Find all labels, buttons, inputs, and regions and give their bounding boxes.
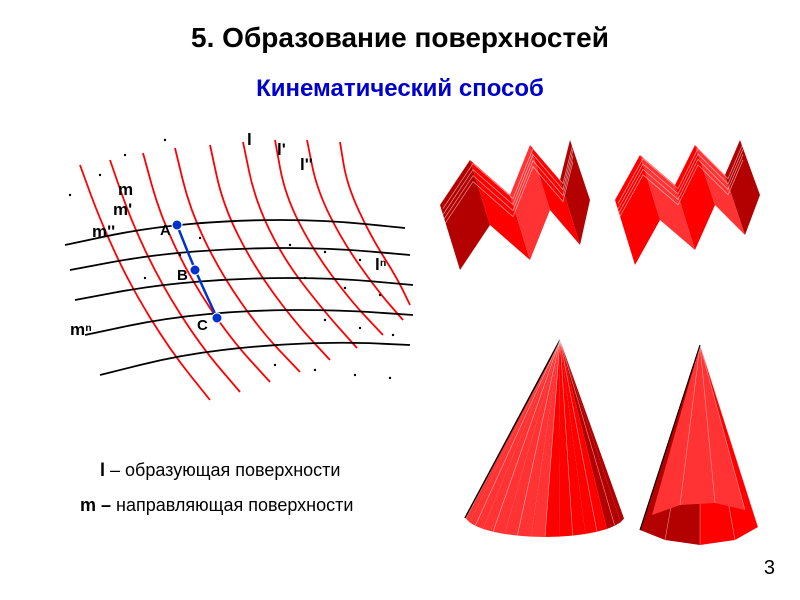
- svg-text:l'': l'': [300, 155, 313, 174]
- svg-text:lⁿ: lⁿ: [375, 255, 386, 274]
- kinematic-diagram: A B Cl l' l'' lⁿ mm' m'' mⁿ: [25, 120, 405, 460]
- svg-text:l': l': [277, 140, 286, 159]
- legend-m-text: направляющая поверхности: [111, 495, 353, 515]
- svg-text:m: m: [118, 180, 133, 199]
- page-subtitle: Кинематический способ: [256, 75, 544, 103]
- surface-examples: [425, 135, 775, 545]
- legend-m-label: m –: [80, 495, 111, 515]
- svg-text:A: A: [160, 222, 171, 239]
- legend-generatrix: l – образующая поверхности: [100, 460, 340, 481]
- legend-l-text: – образующая поверхности: [105, 460, 340, 480]
- legend-directrix: m – направляющая поверхности: [80, 495, 353, 516]
- svg-text:m'': m'': [92, 222, 115, 241]
- svg-text:m': m': [113, 200, 132, 219]
- page-number: 3: [764, 557, 775, 580]
- svg-text:l: l: [247, 130, 252, 149]
- page-title: 5. Образование поверхностей: [191, 22, 609, 54]
- svg-text:mⁿ: mⁿ: [70, 320, 92, 339]
- svg-text:C: C: [197, 317, 208, 334]
- svg-text:B: B: [177, 267, 188, 284]
